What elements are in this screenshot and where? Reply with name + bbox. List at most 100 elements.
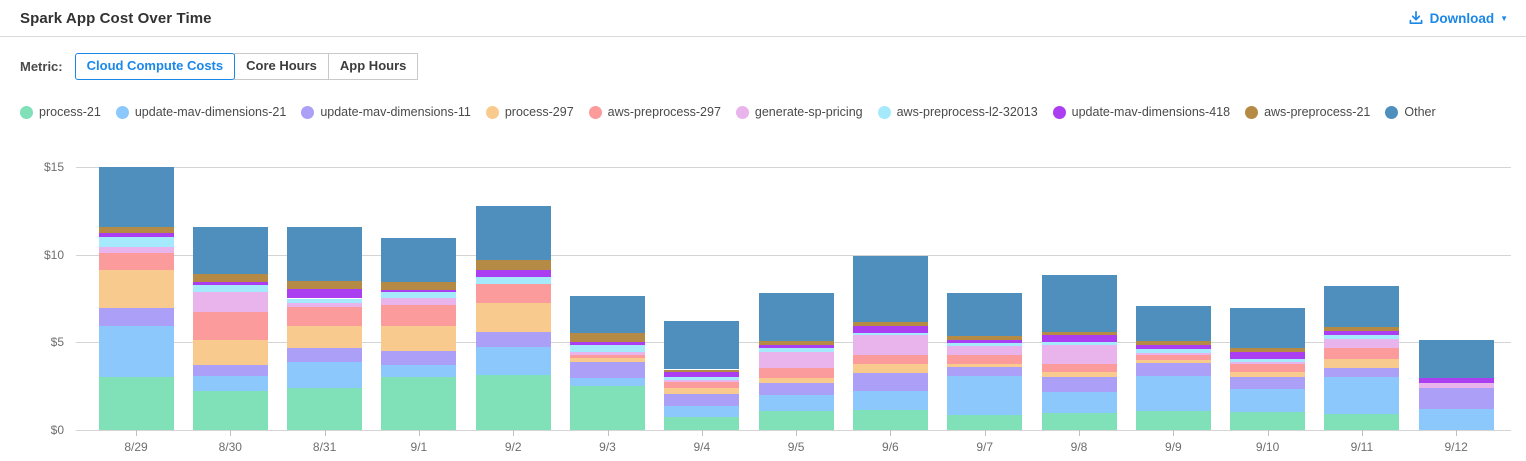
bar-segment-9/4-aws-preprocess-21[interactable] <box>664 369 740 373</box>
bar-segment-9/6-Other[interactable] <box>852 255 928 323</box>
bar-segment-9/1-aws-preprocess-l2-32013[interactable] <box>381 292 457 298</box>
bar-segment-9/10-process-21[interactable] <box>1230 412 1306 430</box>
bar-segment-8/29-update-mav-dimensions-418[interactable] <box>98 232 174 238</box>
bar-segment-9/8-update-mav-dimensions-418[interactable] <box>1041 335 1117 343</box>
download-button[interactable]: Download ▼ <box>1408 10 1508 26</box>
bar-segment-9/11-Other[interactable] <box>1324 286 1400 327</box>
bar-segment-9/12-generate-sp-pricing[interactable] <box>1418 382 1494 388</box>
bar-segment-9/5-aws-preprocess-l2-32013[interactable] <box>758 348 834 352</box>
bar-segment-9/7-update-mav-dimensions-11[interactable] <box>947 366 1023 376</box>
bar-segment-9/7-Other[interactable] <box>947 293 1023 337</box>
bar-segment-9/8-generate-sp-pricing[interactable] <box>1041 344 1117 365</box>
bar-segment-9/1-aws-preprocess-297[interactable] <box>381 304 457 326</box>
tab-core-hours[interactable]: Core Hours <box>234 53 329 80</box>
bar-segment-9/3-update-mav-dimensions-21[interactable] <box>570 378 645 387</box>
bar-segment-8/31-update-mav-dimensions-418[interactable] <box>287 288 363 299</box>
bar-segment-9/9-update-mav-dimensions-21[interactable] <box>1135 375 1211 411</box>
bar-segment-8/31-process-21[interactable] <box>287 387 363 430</box>
bar-segment-9/6-aws-preprocess-21[interactable] <box>852 322 928 326</box>
bar-segment-8/29-aws-preprocess-21[interactable] <box>98 226 174 233</box>
bar-segment-8/31-update-mav-dimensions-21[interactable] <box>287 361 363 388</box>
bar-segment-9/5-generate-sp-pricing[interactable] <box>758 351 834 368</box>
bar-segment-8/29-process-21[interactable] <box>98 376 174 430</box>
bar-segment-9/7-aws-preprocess-21[interactable] <box>947 336 1023 340</box>
bar-segment-9/5-aws-preprocess-297[interactable] <box>758 367 834 379</box>
legend-item-process-21[interactable]: process-21 <box>20 105 101 119</box>
legend-item-process-297[interactable]: process-297 <box>485 105 574 119</box>
bar-segment-9/9-process-297[interactable] <box>1135 359 1211 364</box>
bar-segment-9/11-aws-preprocess-l2-32013[interactable] <box>1324 335 1400 339</box>
bar-segment-8/29-generate-sp-pricing[interactable] <box>98 246 174 253</box>
bar-segment-9/3-Other[interactable] <box>570 295 645 333</box>
bar-segment-9/2-aws-preprocess-l2-32013[interactable] <box>475 276 551 285</box>
bar-segment-8/30-aws-preprocess-21[interactable] <box>192 273 268 282</box>
bar-segment-9/1-update-mav-dimensions-21[interactable] <box>381 365 457 378</box>
bar-segment-9/2-update-mav-dimensions-21[interactable] <box>475 346 551 375</box>
bar-segment-9/10-process-297[interactable] <box>1230 372 1306 377</box>
bar-segment-9/5-process-297[interactable] <box>758 378 834 383</box>
legend-item-update-mav-dimensions-418[interactable]: update-mav-dimensions-418 <box>1052 105 1230 119</box>
bar-segment-9/10-update-mav-dimensions-418[interactable] <box>1230 351 1306 359</box>
bar-segment-8/31-update-mav-dimensions-11[interactable] <box>287 347 363 362</box>
bar-segment-9/5-process-21[interactable] <box>758 410 834 430</box>
bar-segment-9/8-update-mav-dimensions-11[interactable] <box>1041 377 1117 393</box>
bar-segment-9/6-aws-preprocess-l2-32013[interactable] <box>852 332 928 336</box>
bar-segment-8/30-process-21[interactable] <box>192 391 268 430</box>
bar-segment-9/9-process-21[interactable] <box>1135 410 1211 430</box>
bar-segment-9/6-update-mav-dimensions-11[interactable] <box>852 373 928 391</box>
bar-segment-9/1-generate-sp-pricing[interactable] <box>381 297 457 305</box>
bar-segment-9/4-aws-preprocess-l2-32013[interactable] <box>664 377 740 381</box>
bar-segment-9/6-update-mav-dimensions-418[interactable] <box>852 325 928 333</box>
bar-segment-9/1-aws-preprocess-21[interactable] <box>381 281 457 290</box>
bar-segment-9/7-generate-sp-pricing[interactable] <box>947 345 1023 356</box>
bar-segment-9/8-update-mav-dimensions-21[interactable] <box>1041 392 1117 414</box>
bar-segment-9/8-aws-preprocess-l2-32013[interactable] <box>1041 342 1117 345</box>
bar-segment-9/5-aws-preprocess-21[interactable] <box>758 341 834 345</box>
bar-segment-9/4-update-mav-dimensions-21[interactable] <box>664 406 740 417</box>
bar-segment-9/10-aws-preprocess-297[interactable] <box>1230 364 1306 373</box>
bar-segment-9/10-generate-sp-pricing[interactable] <box>1230 362 1306 365</box>
legend-item-update-mav-dimensions-11[interactable]: update-mav-dimensions-11 <box>301 105 471 119</box>
bar-segment-9/8-aws-preprocess-297[interactable] <box>1041 364 1117 373</box>
legend-item-update-mav-dimensions-21[interactable]: update-mav-dimensions-21 <box>115 105 286 119</box>
bar-segment-9/9-aws-preprocess-l2-32013[interactable] <box>1135 349 1211 353</box>
bar-segment-9/5-update-mav-dimensions-418[interactable] <box>758 344 834 349</box>
bar-segment-8/30-Other[interactable] <box>192 226 268 274</box>
bar-segment-8/29-Other[interactable] <box>98 167 174 227</box>
bar-segment-9/2-aws-preprocess-21[interactable] <box>475 259 551 270</box>
bar-segment-9/2-aws-preprocess-297[interactable] <box>475 284 551 303</box>
bar-segment-9/9-aws-preprocess-297[interactable] <box>1135 354 1211 360</box>
bar-segment-8/30-process-297[interactable] <box>192 339 268 366</box>
bar-segment-8/29-process-297[interactable] <box>98 270 174 309</box>
bar-segment-9/11-update-mav-dimensions-21[interactable] <box>1324 377 1400 415</box>
bar-segment-8/30-aws-preprocess-297[interactable] <box>192 311 268 340</box>
bar-segment-9/12-update-mav-dimensions-11[interactable] <box>1418 387 1494 409</box>
legend-item-Other[interactable]: Other <box>1385 105 1436 119</box>
bar-segment-9/8-aws-preprocess-21[interactable] <box>1041 331 1117 336</box>
legend-item-aws-preprocess-l2-32013[interactable]: aws-preprocess-l2-32013 <box>877 105 1038 119</box>
bar-segment-8/30-update-mav-dimensions-11[interactable] <box>192 365 268 376</box>
bar-segment-9/11-generate-sp-pricing[interactable] <box>1324 338 1400 348</box>
bar-segment-9/7-update-mav-dimensions-418[interactable] <box>947 339 1023 344</box>
bar-segment-9/4-generate-sp-pricing[interactable] <box>664 380 740 382</box>
bar-segment-8/30-update-mav-dimensions-418[interactable] <box>192 281 268 286</box>
bar-segment-9/4-aws-preprocess-297[interactable] <box>664 381 740 388</box>
bar-segment-9/9-update-mav-dimensions-418[interactable] <box>1135 344 1211 350</box>
bar-segment-9/9-generate-sp-pricing[interactable] <box>1135 352 1211 355</box>
bar-segment-9/3-process-21[interactable] <box>570 386 645 430</box>
bar-segment-8/29-update-mav-dimensions-11[interactable] <box>98 308 174 326</box>
bar-segment-9/11-aws-preprocess-297[interactable] <box>1324 347 1400 359</box>
bar-segment-9/8-process-297[interactable] <box>1041 372 1117 378</box>
bar-segment-9/2-process-21[interactable] <box>475 374 551 430</box>
bar-segment-9/10-update-mav-dimensions-11[interactable] <box>1230 376 1306 389</box>
bar-segment-9/1-process-21[interactable] <box>381 377 457 430</box>
bar-segment-9/2-update-mav-dimensions-11[interactable] <box>475 331 551 347</box>
bar-segment-9/10-aws-preprocess-21[interactable] <box>1230 348 1306 352</box>
bar-segment-9/5-update-mav-dimensions-21[interactable] <box>758 394 834 411</box>
bar-segment-9/11-process-297[interactable] <box>1324 358 1400 368</box>
bar-segment-9/4-Other[interactable] <box>664 321 740 370</box>
bar-segment-9/2-process-297[interactable] <box>475 302 551 332</box>
bar-segment-9/1-update-mav-dimensions-418[interactable] <box>381 289 457 293</box>
bar-segment-9/6-update-mav-dimensions-21[interactable] <box>852 390 928 410</box>
bar-segment-9/4-process-21[interactable] <box>664 416 740 430</box>
